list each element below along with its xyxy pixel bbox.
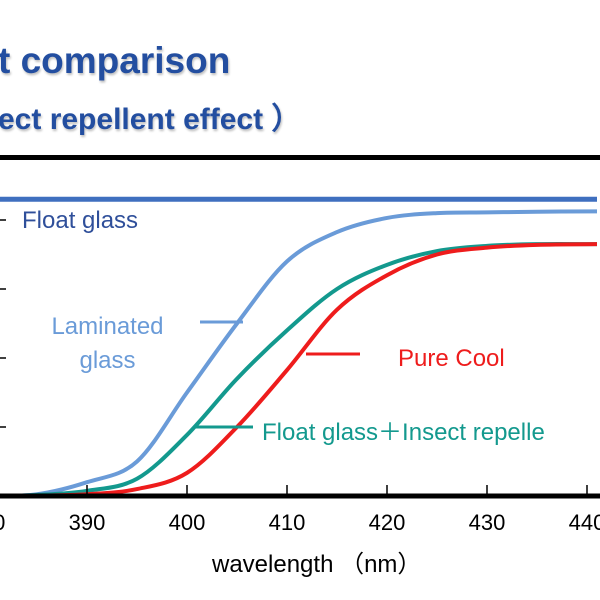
x-tick-label: 390 <box>69 510 106 535</box>
legend-pure-cool: Pure Cool <box>398 345 505 372</box>
x-tick-label: 440 <box>569 510 600 535</box>
x-tick-label: 430 <box>469 510 506 535</box>
title-divider <box>0 155 600 160</box>
x-tick-label: 380 <box>0 510 5 535</box>
legend-float-glass: Float glass <box>22 207 139 234</box>
legend-laminated-glass: Laminated glass <box>51 313 164 374</box>
x-axis-label: wavelength （nm） <box>212 551 422 578</box>
chart-title-line1: t comparison <box>0 40 231 81</box>
legend-float-insect: Float glass＋Insect repelle <box>262 419 545 446</box>
x-tick-label: 410 <box>269 510 306 535</box>
chart-title-line2: ect repellent effect ） <box>0 103 302 136</box>
series-line-1 <box>0 209 598 498</box>
x-tick-label: 420 <box>369 510 406 535</box>
x-tick-label: 400 <box>169 510 206 535</box>
